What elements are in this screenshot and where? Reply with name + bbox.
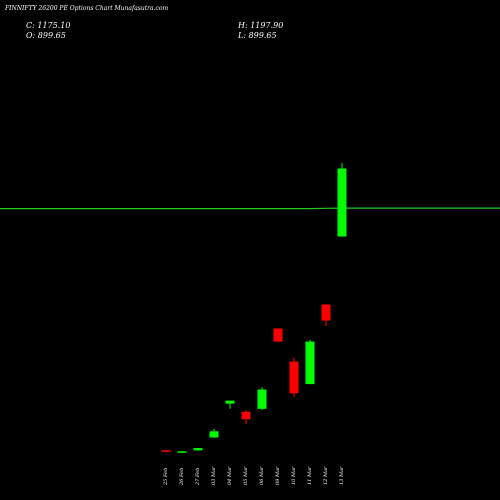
candle-body-11-mar <box>305 341 315 385</box>
x-tick-label: 26 Feb <box>179 468 185 486</box>
moving-average-line <box>0 207 500 210</box>
candle-body-03-mar <box>209 431 219 438</box>
candle-body-10-mar <box>289 361 299 394</box>
x-tick-label: 10 Mar <box>291 466 297 485</box>
x-tick-label: 03 Mar <box>211 466 217 485</box>
x-tick-label: 27 Feb <box>195 468 201 486</box>
x-tick-label: 12 Mar <box>323 466 329 485</box>
candle-body-06-mar <box>257 389 267 409</box>
x-tick-label: 25 Feb <box>163 468 169 486</box>
open-value: O: 899.65 <box>26 31 66 40</box>
candle-body-12-mar <box>321 304 331 321</box>
x-tick-label: 09 Mar <box>275 466 281 485</box>
x-tick-label: 13 Mar <box>339 466 345 485</box>
chart-title: FINNIFTY 26200 PE Options Chart Munafasu… <box>5 5 169 12</box>
candle-body-05-mar <box>241 411 251 420</box>
candle-body-26-feb <box>177 451 187 453</box>
x-tick-label: 11 Mar <box>307 466 313 485</box>
low-value: L: 899.65 <box>238 31 277 40</box>
high-value: H: 1197.90 <box>238 21 284 30</box>
x-tick-label: 06 Mar <box>259 466 265 485</box>
x-tick-label: 04 Mar <box>227 466 233 485</box>
candle-body-13-mar <box>337 168 347 237</box>
candle-body-27-feb <box>193 448 203 451</box>
close-value: C: 1175.10 <box>26 21 71 30</box>
x-tick-label: 05 Mar <box>243 466 249 485</box>
candle-body-04-mar <box>225 400 235 404</box>
candle-body-09-mar <box>273 328 283 342</box>
candle-body-25-feb <box>161 450 171 452</box>
